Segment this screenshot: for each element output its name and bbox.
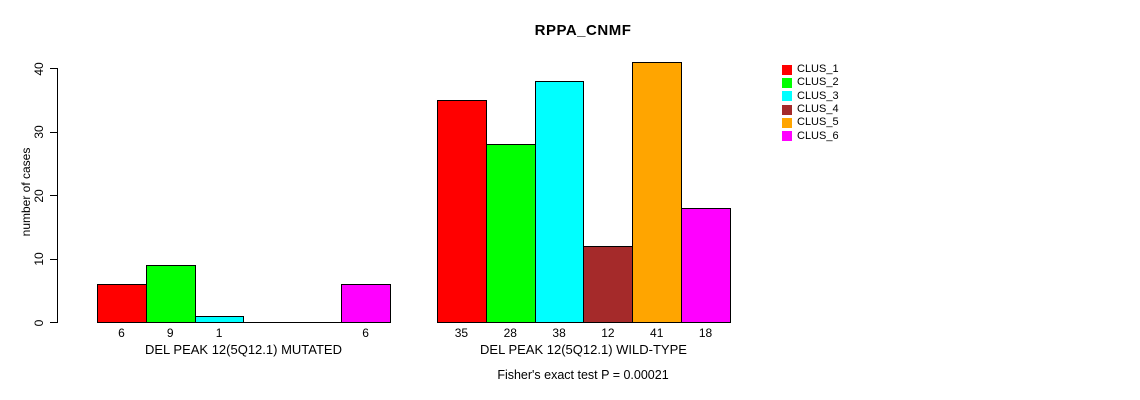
- bar-clus_2: [485, 144, 536, 323]
- y-axis-tick-label: 10: [32, 252, 46, 266]
- y-axis-tick: [50, 322, 57, 323]
- legend-item-clus_3: CLUS_3: [782, 90, 839, 103]
- bar-value-label: 41: [650, 326, 664, 340]
- y-axis-tick: [50, 258, 57, 260]
- bar-value-label: 28: [503, 326, 517, 340]
- legend-swatch-icon: [782, 91, 792, 102]
- bar-clus_3: [194, 315, 245, 323]
- bar-value-label: 1: [215, 326, 223, 340]
- legend-swatch-icon: [782, 131, 792, 142]
- legend-label: CLUS_2: [797, 76, 839, 89]
- legend-item-clus_2: CLUS_2: [782, 76, 839, 89]
- bar-clus_5: [632, 61, 683, 323]
- bar-clus_3: [534, 80, 585, 323]
- y-axis-tick-label: 40: [32, 61, 46, 76]
- bar-clus_6: [341, 283, 391, 323]
- bar-clus_1: [97, 283, 147, 323]
- bar-value-label: 6: [118, 326, 125, 340]
- bar-clus_2: [145, 264, 196, 323]
- bar-value-label: 12: [601, 326, 615, 340]
- legend-swatch-icon: [782, 64, 792, 75]
- legend-swatch-icon: [782, 77, 792, 88]
- bar-clus_4: [583, 245, 634, 323]
- legend-item-clus_5: CLUS_5: [782, 116, 839, 129]
- legend-label: CLUS_4: [797, 103, 839, 116]
- annotation-text: Fisher's exact test P = 0.00021: [497, 368, 669, 382]
- y-axis-tick: [50, 131, 57, 133]
- bar-value-label: 9: [166, 326, 174, 340]
- y-axis-tick-label: 30: [32, 125, 46, 139]
- bar-clus_6: [681, 207, 731, 323]
- x-axis-group-label: DEL PEAK 12(5Q12.1) WILD-TYPE: [480, 342, 687, 357]
- chart-title: RPPA_CNMF: [534, 22, 632, 39]
- y-axis-tick-label: 20: [32, 188, 46, 203]
- bar-value-label: 18: [698, 326, 713, 340]
- legend-label: CLUS_3: [797, 89, 839, 102]
- y-axis-tick: [50, 195, 57, 196]
- legend-label: CLUS_1: [797, 63, 839, 76]
- x-axis-group-label: DEL PEAK 12(5Q12.1) MUTATED: [144, 342, 342, 357]
- legend-item-clus_6: CLUS_6: [782, 129, 839, 142]
- legend-label: CLUS_5: [797, 116, 839, 129]
- bar-value-label: 38: [552, 326, 566, 340]
- y-axis-line: [57, 68, 58, 323]
- legend-swatch-icon: [782, 117, 792, 128]
- legend: CLUS_1 CLUS_2 CLUS_3 CLUS_4 CLUS_5 CLUS_6: [782, 63, 839, 143]
- bar-clus_1: [437, 99, 487, 323]
- y-axis-tick-label: 0: [32, 319, 46, 326]
- bar-value-label: 35: [454, 326, 469, 340]
- legend-item-clus_4: CLUS_4: [782, 103, 839, 116]
- y-axis-tick: [50, 68, 57, 69]
- legend-swatch-icon: [782, 104, 792, 115]
- legend-label: CLUS_6: [797, 129, 839, 142]
- bar-value-label: 6: [362, 326, 369, 340]
- legend-item-clus_1: CLUS_1: [782, 63, 839, 76]
